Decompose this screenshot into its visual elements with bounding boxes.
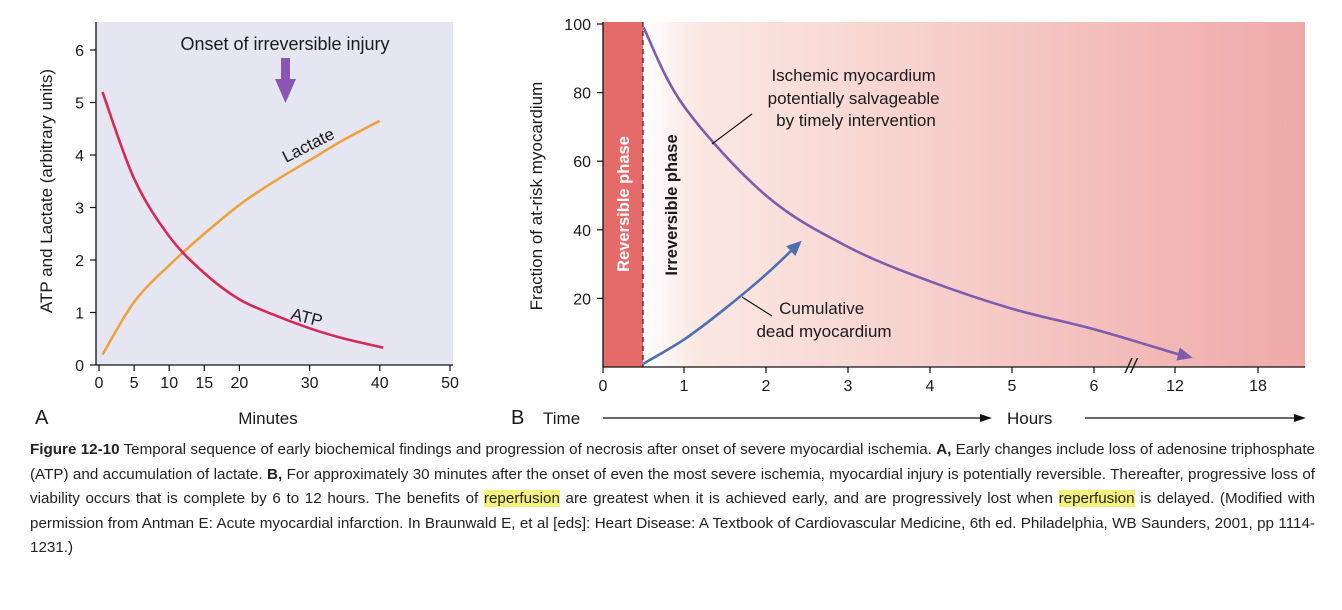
panel-b-ytick-label: 80 xyxy=(573,86,591,103)
panel-a-letter: A xyxy=(35,407,49,429)
panel-a: 0 1 2 3 4 5 6 0 5 10 15 20 30 40 50 Onset of irrevers… xyxy=(35,22,459,429)
panel-b-xtick-label: 4 xyxy=(926,378,935,395)
panel-a-ytick-label: 3 xyxy=(75,201,84,218)
panel-a-ytick-label: 5 xyxy=(75,96,84,113)
panel-b-ylabel: Fraction of at-risk myocardium xyxy=(527,82,546,311)
dead-myocardium-curve xyxy=(642,242,800,365)
panel-b-xtick-label: 1 xyxy=(680,378,689,395)
caption-text: is delayed. (Modified with permission fr… xyxy=(30,490,1316,556)
irreversible-phase-label: Irreversible phase xyxy=(663,134,681,275)
reversible-phase-label: Reversible phase xyxy=(615,136,633,272)
panel-b-xtick-label: 5 xyxy=(1008,378,1017,395)
caption-text: are greatest when it is achieved early, … xyxy=(559,490,1059,507)
time-arrow-icon xyxy=(603,414,992,422)
panel-a-ytick-label: 6 xyxy=(75,43,84,60)
panel-a-xlabel: Minutes xyxy=(238,409,298,428)
panel-b-letter: B xyxy=(511,407,524,429)
time-label: Time xyxy=(543,409,580,428)
panel-a-xtick-label: 20 xyxy=(231,375,249,392)
panel-b-ytick-label: 20 xyxy=(573,291,591,308)
ischemic-leader-line xyxy=(711,113,753,145)
panel-b-xtick-label: 12 xyxy=(1166,378,1184,395)
panel-b-xtick-label: 6 xyxy=(1090,378,1099,395)
figure-caption: Figure 12-10 Temporal sequence of early … xyxy=(30,438,1315,561)
panel-a-xtick-label: 10 xyxy=(160,375,178,392)
onset-arrow-icon xyxy=(275,58,296,103)
panel-a-xtick-label: 30 xyxy=(301,375,319,392)
caption-panel-a-ref: A, xyxy=(936,441,952,458)
panel-a-ytick-label: 1 xyxy=(75,306,84,323)
panel-b-xtick-label: 2 xyxy=(762,378,771,395)
panel-b-xtick-label: 0 xyxy=(599,378,608,395)
panel-a-ytick-label: 0 xyxy=(75,358,84,375)
panel-a-xtick-label: 0 xyxy=(95,375,104,392)
panel-b-xtick-label: 18 xyxy=(1249,378,1267,395)
panel-b-ytick-label: 60 xyxy=(573,154,591,171)
onset-annotation: Onset of irreversible injury xyxy=(180,34,389,54)
ischemic-annotation: Ischemic myocardium potentially salvagea… xyxy=(768,66,945,130)
ischemic-curve xyxy=(642,26,1190,358)
caption-text: For approximately 30 minutes after the o… xyxy=(30,465,1315,508)
highlighted-term[interactable]: reperfusion xyxy=(1058,490,1135,507)
panel-b-xtick-label: 3 xyxy=(844,378,853,395)
highlighted-term[interactable]: reperfusion xyxy=(483,490,560,507)
hours-label: Hours xyxy=(1007,409,1052,428)
panel-b-ytick-label: 40 xyxy=(573,223,591,240)
dead-leader-line xyxy=(741,296,773,317)
panel-a-xtick-label: 40 xyxy=(371,375,389,392)
atp-line xyxy=(101,91,384,349)
irreversible-region xyxy=(643,22,1305,367)
panel-a-ylabel: ATP and Lactate (arbitrary units) xyxy=(37,69,56,313)
caption-panel-b-ref: B, xyxy=(267,465,283,483)
panel-a-xtick-label: 15 xyxy=(195,375,213,392)
panel-a-xtick-label: 5 xyxy=(130,375,139,392)
caption-figure-number: Figure 12-10 xyxy=(30,441,120,458)
panel-b-ytick-label: 100 xyxy=(564,17,591,34)
reversible-region xyxy=(603,22,643,367)
lactate-line xyxy=(101,119,381,356)
dead-annotation: Cumulative dead myocardium xyxy=(756,299,891,341)
hours-arrow-icon xyxy=(1085,414,1306,422)
caption-text: Early changes include loss of adenosine … xyxy=(30,441,1316,483)
axis-break-mark: // xyxy=(1123,356,1139,378)
panel-a-ytick-label: 2 xyxy=(75,253,84,270)
panel-a-ytick-label: 4 xyxy=(75,148,84,165)
dead-arrowhead-icon xyxy=(786,240,802,256)
panel-a-xtick-label: 50 xyxy=(441,375,459,392)
panel-a-plot-area xyxy=(96,22,453,365)
caption-text: Temporal sequence of early biochemical f… xyxy=(119,441,937,458)
ischemic-arrowhead-icon xyxy=(1176,347,1193,361)
